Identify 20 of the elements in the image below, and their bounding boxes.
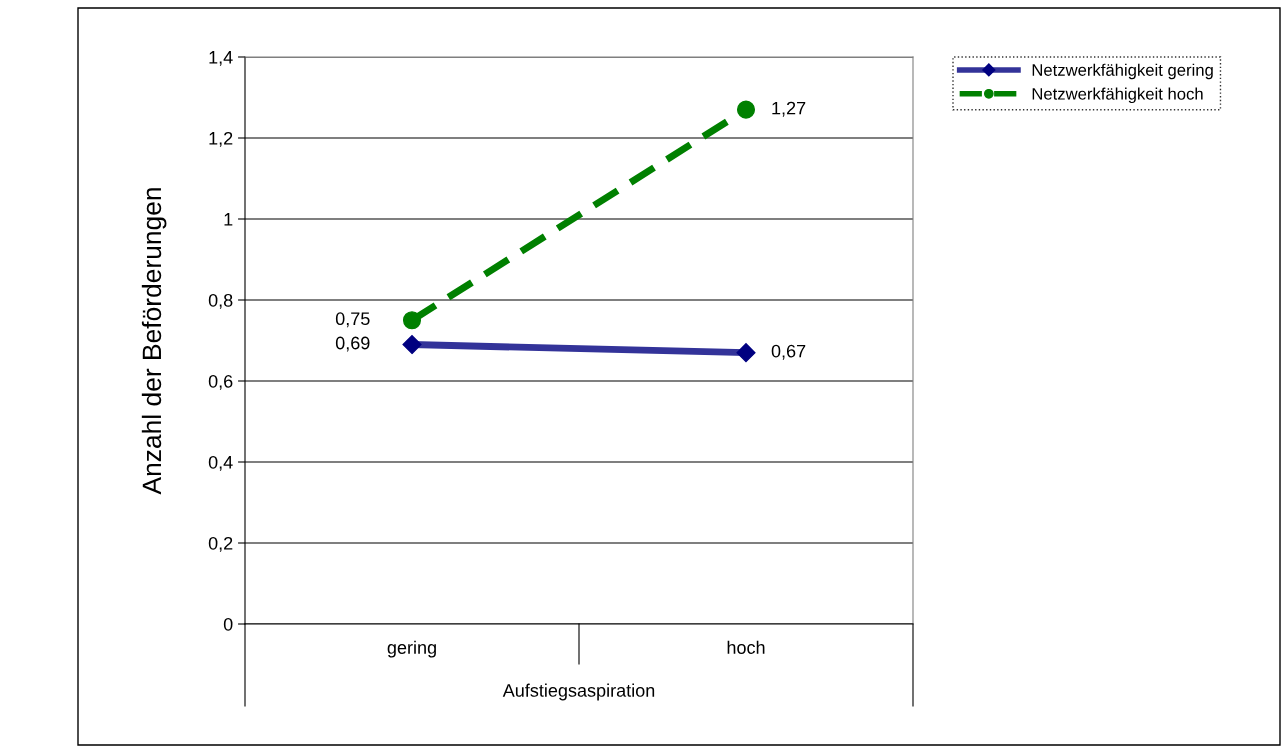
y-tick-label: 0,6 [208, 374, 233, 390]
x-tick-label: gering [387, 640, 436, 658]
y-tick-label: 1,4 [209, 51, 233, 66]
y-tick-label: 0 [223, 617, 233, 631]
point [736, 100, 756, 119]
point [402, 311, 422, 330]
y-tick-label: 0,2 [208, 536, 233, 552]
data-label: 0,75 [335, 312, 370, 328]
y-axis-title: Anzahl der Beförderungen [141, 188, 167, 495]
data-label: 0,67 [771, 344, 806, 360]
y-tick-label: 0,4 [208, 455, 233, 471]
y-tick-label: 0,8 [208, 293, 233, 309]
legend-label: Netzwerkfähigkeit hoch [1032, 87, 1203, 104]
y-tick-label: 1,2 [209, 131, 233, 147]
x-axis-title: Aufstiegsaspiration [502, 683, 655, 701]
legend-label: Netzwerkfähigkeit gering [1032, 63, 1213, 80]
data-label: 0,69 [335, 336, 370, 352]
x-tick-label: hoch [727, 640, 765, 654]
y-tick-label: 1 [224, 213, 233, 226]
data-label: 1,27 [772, 101, 806, 117]
